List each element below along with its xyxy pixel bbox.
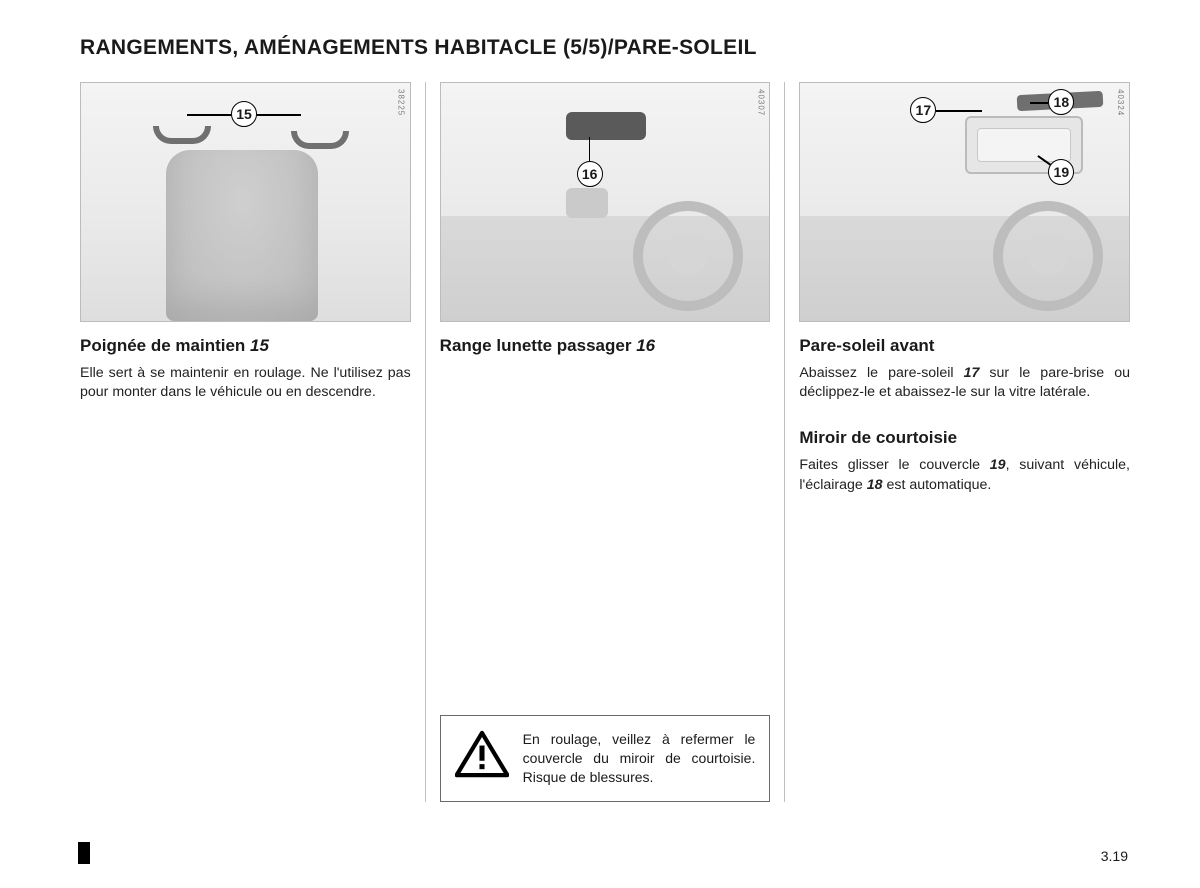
figure-grab-handle: 38225 15 <box>80 82 411 322</box>
columns: 38225 15 Poignée de maintien 15 Elle ser… <box>80 82 1130 802</box>
crop-mark <box>78 842 90 864</box>
warning-text: En roulage, veillez à refermer le couver… <box>523 730 756 787</box>
page-title: RANGEMENTS, AMÉNAGEMENTS HABITACLE (5/5)… <box>80 36 1130 60</box>
figure-id: 40324 <box>1116 89 1125 116</box>
page-number: 3.19 <box>1101 848 1128 864</box>
heading-sun-visor: Pare-soleil avant <box>799 336 1130 356</box>
heading-courtesy-mirror: Miroir de courtoisie <box>799 428 1130 448</box>
text-sun-visor: Abaissez le pare-soleil 17 sur le pare-b… <box>799 364 1130 402</box>
figure-glasses-holder: 40307 16 <box>440 82 771 322</box>
figure-id: 38225 <box>397 89 406 116</box>
callout-16: 16 <box>577 161 603 187</box>
text-grab-handle: Elle sert à se maintenir en roulage. Ne … <box>80 364 411 402</box>
heading-glasses-holder: Range lunette passager 16 <box>440 336 771 356</box>
column-right: 40324 17 18 19 Pare-soleil avant Abaisse… <box>785 82 1130 802</box>
title-paren: (5/5) <box>563 36 608 59</box>
figure-sun-visor: 40324 17 18 19 <box>799 82 1130 322</box>
callout-15: 15 <box>231 101 257 127</box>
heading-grab-handle: Poignée de maintien 15 <box>80 336 411 356</box>
column-center: 40307 16 Range lunette passager 16 En ro… <box>426 82 785 802</box>
title-tail: /PARE-SOLEIL <box>608 36 757 59</box>
title-main: RANGEMENTS, AMÉNAGEMENTS HABITACLE <box>80 36 563 59</box>
warning-box: En roulage, veillez à refermer le couver… <box>440 715 771 802</box>
text-courtesy-mirror: Faites glisser le couvercle 19, suivant … <box>799 456 1130 494</box>
warning-icon <box>455 730 509 778</box>
column-left: 38225 15 Poignée de maintien 15 Elle ser… <box>80 82 425 802</box>
figure-id: 40307 <box>756 89 765 116</box>
